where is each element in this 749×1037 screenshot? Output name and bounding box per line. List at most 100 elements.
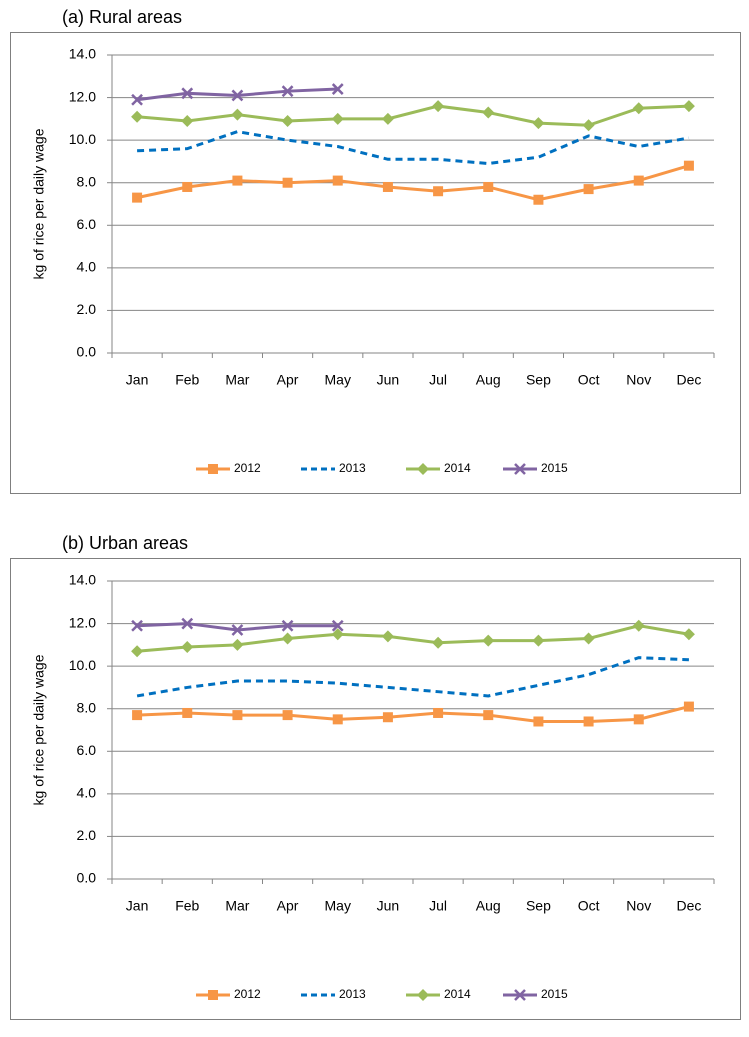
marker <box>683 701 694 712</box>
x-tick-label: Mar <box>225 372 249 388</box>
x-tick-label: Mar <box>225 898 249 914</box>
legend-marker <box>208 990 218 1000</box>
series-line <box>136 624 690 653</box>
y-tick-label: 6.0 <box>77 742 97 758</box>
marker <box>281 619 294 632</box>
y-tick-label: 4.0 <box>77 259 97 275</box>
x-tick-label: Sep <box>526 898 551 914</box>
marker <box>482 106 495 119</box>
marker <box>331 112 344 125</box>
y-tick-label: 4.0 <box>77 785 97 801</box>
legend-marker <box>514 463 526 475</box>
marker <box>331 619 344 632</box>
marker <box>381 630 394 643</box>
marker <box>583 716 594 727</box>
x-tick-label: May <box>325 372 351 388</box>
marker <box>683 160 694 171</box>
marker <box>533 716 544 727</box>
legend-marker <box>417 989 429 1001</box>
marker <box>131 93 143 106</box>
marker <box>281 85 294 98</box>
marker <box>483 710 494 721</box>
y-tick-label: 8.0 <box>77 699 97 715</box>
marker <box>231 624 244 636</box>
x-tick-label: Sep <box>526 372 551 388</box>
x-tick-label: Jan <box>126 372 149 388</box>
marker <box>231 638 244 651</box>
marker <box>181 617 194 630</box>
marker <box>132 710 143 721</box>
y-tick-label: 2.0 <box>77 301 97 317</box>
x-tick-label: Jan <box>126 898 149 914</box>
marker <box>482 634 495 647</box>
marker <box>231 89 244 102</box>
marker <box>232 175 243 186</box>
marker <box>182 707 193 718</box>
marker <box>433 707 444 718</box>
y-tick-label: 0.0 <box>77 870 97 886</box>
x-tick-label: Nov <box>626 898 651 914</box>
series-line <box>136 164 690 202</box>
series-line <box>136 104 689 127</box>
x-tick-label: Dec <box>676 372 701 388</box>
y-tick-label: 2.0 <box>77 827 97 843</box>
marker <box>533 194 544 205</box>
y-tick-label: 6.0 <box>77 216 97 232</box>
y-tick-label: 10.0 <box>69 657 96 673</box>
x-tick-label: Jul <box>429 898 447 914</box>
y-axis-label: kg of rice per daily wage <box>31 654 47 805</box>
y-tick-label: 10.0 <box>69 131 96 147</box>
marker <box>483 181 494 192</box>
marker <box>381 112 394 125</box>
marker <box>532 634 545 647</box>
marker <box>282 710 293 721</box>
marker <box>632 619 645 632</box>
chart-title: (b) Urban areas <box>62 533 188 553</box>
legend-label: 2014 <box>444 461 471 475</box>
y-tick-label: 12.0 <box>69 88 96 104</box>
x-tick-label: Oct <box>578 372 600 388</box>
marker <box>231 108 244 121</box>
marker <box>281 114 294 127</box>
marker <box>281 632 294 645</box>
marker <box>382 712 393 723</box>
x-tick-label: Aug <box>476 372 501 388</box>
series-line <box>137 705 690 723</box>
x-tick-label: Apr <box>277 898 299 914</box>
marker <box>132 192 143 203</box>
marker <box>131 645 144 658</box>
y-tick-label: 14.0 <box>69 572 96 588</box>
marker <box>532 117 545 130</box>
series-line <box>137 130 690 166</box>
marker <box>131 619 143 632</box>
legend-marker <box>514 989 526 1001</box>
x-tick-label: Apr <box>277 372 299 388</box>
x-tick-label: Jun <box>377 372 400 388</box>
y-axis-label: kg of rice per daily wage <box>31 128 47 279</box>
y-tick-label: 0.0 <box>77 344 97 360</box>
legend-label: 2014 <box>444 987 471 1001</box>
legend-label: 2013 <box>339 461 366 475</box>
marker <box>382 181 393 192</box>
x-tick-label: Dec <box>676 898 701 914</box>
marker <box>582 119 595 132</box>
x-tick-label: Jun <box>377 898 400 914</box>
marker <box>332 714 343 725</box>
x-tick-label: Aug <box>476 898 501 914</box>
y-tick-label: 12.0 <box>69 614 96 630</box>
x-tick-label: Oct <box>578 898 600 914</box>
x-tick-label: May <box>325 898 351 914</box>
marker <box>232 710 243 721</box>
legend-marker <box>208 464 218 474</box>
y-tick-label: 14.0 <box>69 46 96 62</box>
chart-frame <box>10 558 741 1020</box>
series-line <box>136 656 689 698</box>
x-tick-label: Jul <box>429 372 447 388</box>
legend-marker <box>417 463 429 475</box>
marker <box>633 175 644 186</box>
chart-title: (a) Rural areas <box>62 7 182 27</box>
x-tick-label: Nov <box>626 372 651 388</box>
y-tick-label: 8.0 <box>77 173 97 189</box>
marker <box>432 636 445 649</box>
